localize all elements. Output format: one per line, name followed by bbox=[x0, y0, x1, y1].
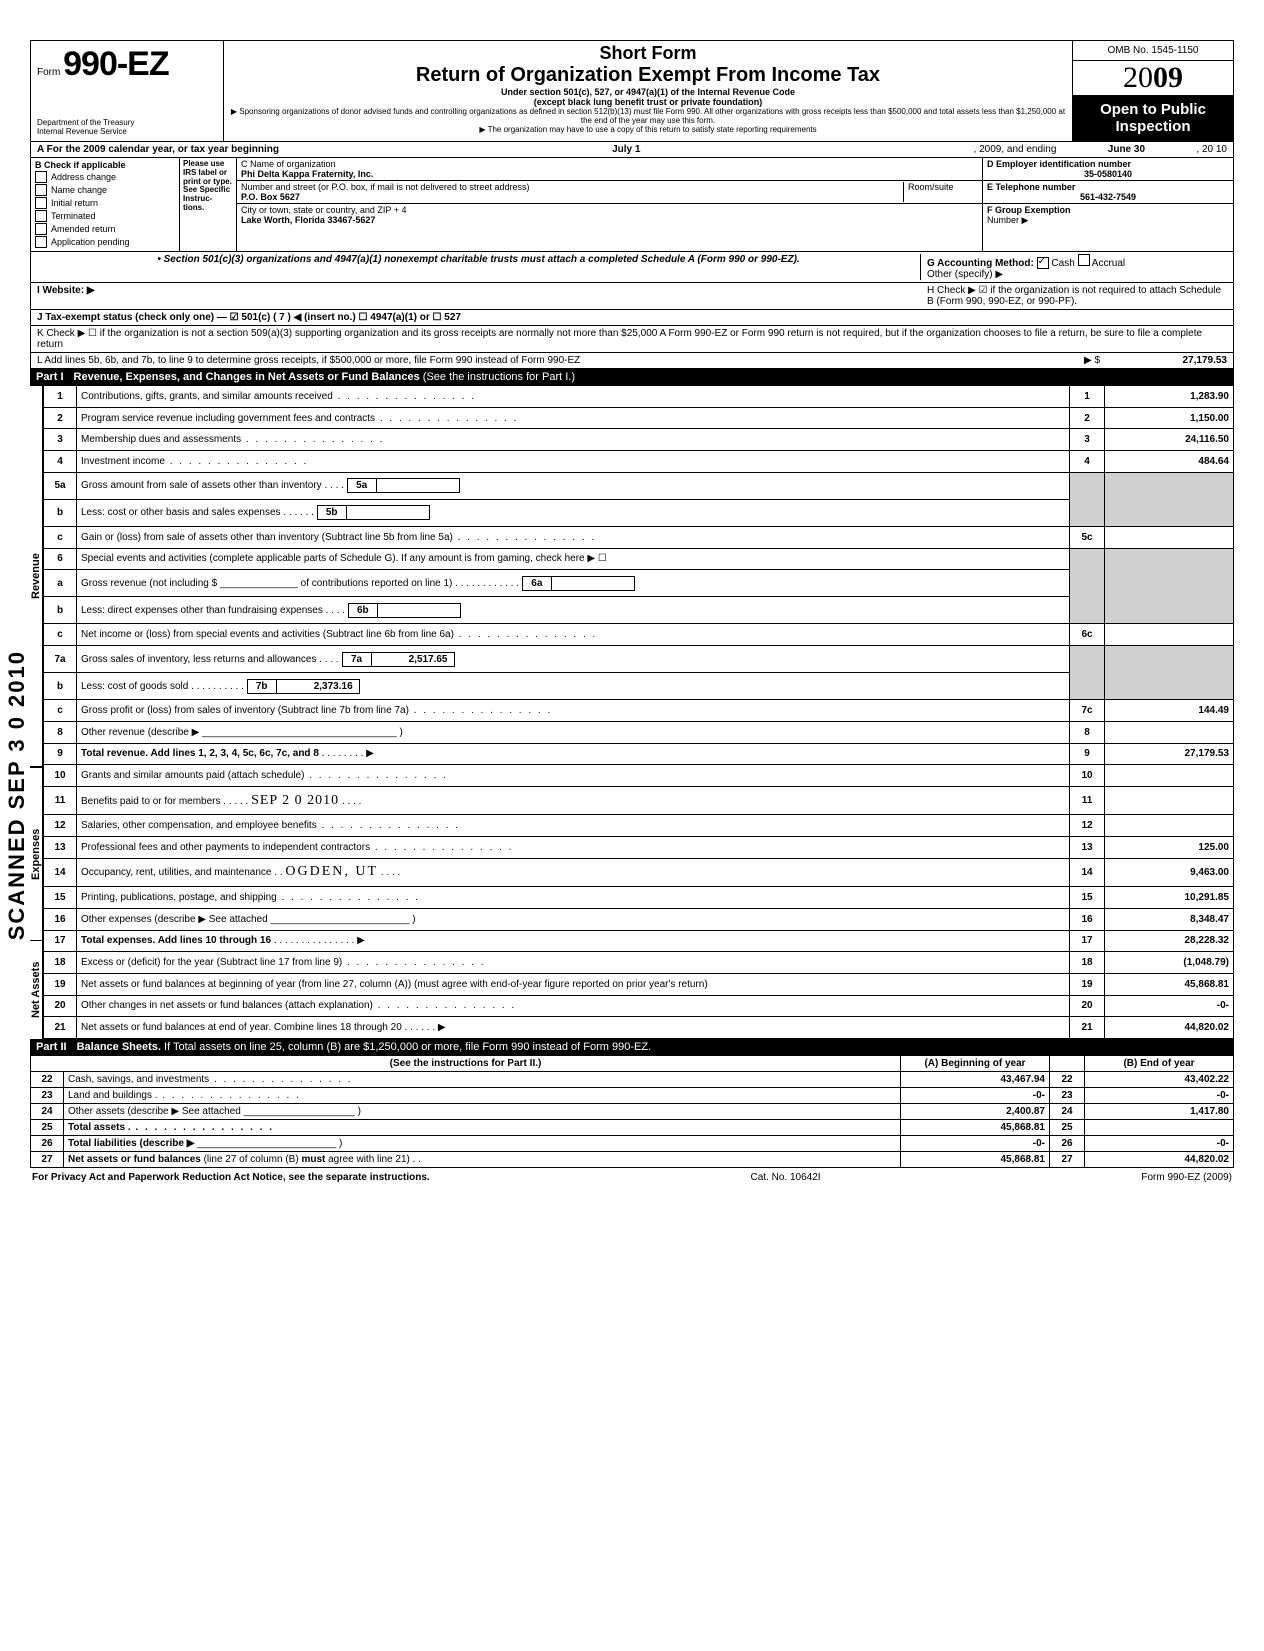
section-k: K Check ▶ ☐ if the organization is not a… bbox=[30, 326, 1234, 353]
subtitle2: (except black lung benefit trust or priv… bbox=[230, 97, 1066, 107]
short-form: Short Form bbox=[230, 43, 1066, 64]
row-a: A For the 2009 calendar year, or tax yea… bbox=[30, 142, 1234, 158]
d-label: D Employer identification number bbox=[987, 159, 1229, 169]
note1: ▶ Sponsoring organizations of donor advi… bbox=[230, 107, 1066, 125]
ogden-stamp: OGDEN, UT bbox=[285, 864, 378, 879]
room-label: Room/suite bbox=[908, 182, 954, 192]
note2: ▶ The organization may have to use a cop… bbox=[230, 125, 1066, 134]
section-ih: I Website: ▶ H Check ▶ ☑ if the organiza… bbox=[30, 283, 1234, 310]
section-g: • Section 501(c)(3) organizations and 49… bbox=[30, 252, 1234, 283]
phone: 561-432-7549 bbox=[987, 192, 1229, 202]
chk-terminated[interactable]: Terminated bbox=[51, 211, 96, 221]
section-bcdef: B Check if applicable Address change Nam… bbox=[30, 158, 1234, 252]
gross-receipts: 27,179.53 bbox=[1107, 355, 1227, 366]
org-name: Phi Delta Kappa Fraternity, Inc. bbox=[241, 169, 978, 179]
col-b: B Check if applicable Address change Nam… bbox=[31, 158, 180, 251]
chk-cash[interactable] bbox=[1037, 257, 1049, 269]
f-label2: Number ▶ bbox=[987, 215, 1028, 225]
part2-header: Part II Balance Sheets. If Total assets … bbox=[30, 1039, 1234, 1055]
please-label: Please use IRS label or print or type. S… bbox=[180, 158, 237, 251]
chk-initial[interactable]: Initial return bbox=[51, 198, 98, 208]
section-l: L Add lines 5b, 6b, and 7b, to line 9 to… bbox=[30, 353, 1234, 369]
form-990ez: Form 990-EZ Department of the Treasury I… bbox=[30, 40, 1234, 1187]
city: Lake Worth, Florida 33467-5627 bbox=[241, 215, 978, 225]
chk-accrual[interactable] bbox=[1078, 254, 1090, 266]
date-stamp: SEP 2 0 2010 bbox=[251, 793, 339, 808]
street: P.O. Box 5627 bbox=[241, 192, 903, 202]
open-inspection: Open to Public Inspection bbox=[1073, 96, 1233, 141]
f-label: F Group Exemption bbox=[987, 205, 1071, 215]
dept: Department of the Treasury Internal Reve… bbox=[37, 119, 217, 137]
omb: OMB No. 1545-1150 bbox=[1073, 41, 1233, 61]
form-number: Form 990-EZ bbox=[37, 45, 217, 84]
part1-table: 1Contributions, gifts, grants, and simil… bbox=[43, 385, 1234, 1039]
part2-table: (See the instructions for Part II.) (A) … bbox=[30, 1055, 1234, 1168]
chk-address[interactable]: Address change bbox=[51, 172, 116, 182]
city-label: City or town, state or country, and ZIP … bbox=[241, 205, 978, 215]
chk-name[interactable]: Name change bbox=[51, 185, 107, 195]
header: Form 990-EZ Department of the Treasury I… bbox=[30, 40, 1234, 142]
tax-year: 2009 bbox=[1073, 61, 1233, 96]
part1-header: Part I Revenue, Expenses, and Changes in… bbox=[30, 369, 1234, 385]
e-label: E Telephone number bbox=[987, 182, 1229, 192]
title: Return of Organization Exempt From Incom… bbox=[230, 64, 1066, 87]
subtitle1: Under section 501(c), 527, or 4947(a)(1)… bbox=[230, 87, 1066, 97]
footer: For Privacy Act and Paperwork Reduction … bbox=[30, 1168, 1234, 1187]
ein: 35-0580140 bbox=[987, 169, 1229, 179]
chk-amended[interactable]: Amended return bbox=[51, 224, 116, 234]
side-revenue: Revenue bbox=[30, 385, 43, 767]
side-expenses: Expenses bbox=[30, 767, 43, 940]
chk-pending[interactable]: Application pending bbox=[51, 237, 130, 247]
scanned-stamp: SCANNED SEP 3 0 2010 bbox=[4, 650, 30, 940]
section-j: J Tax-exempt status (check only one) — ☑… bbox=[30, 310, 1234, 326]
street-label: Number and street (or P.O. box, if mail … bbox=[241, 182, 903, 192]
side-netassets: Net Assets bbox=[30, 940, 43, 1039]
c-name-label: C Name of organization bbox=[241, 159, 978, 169]
